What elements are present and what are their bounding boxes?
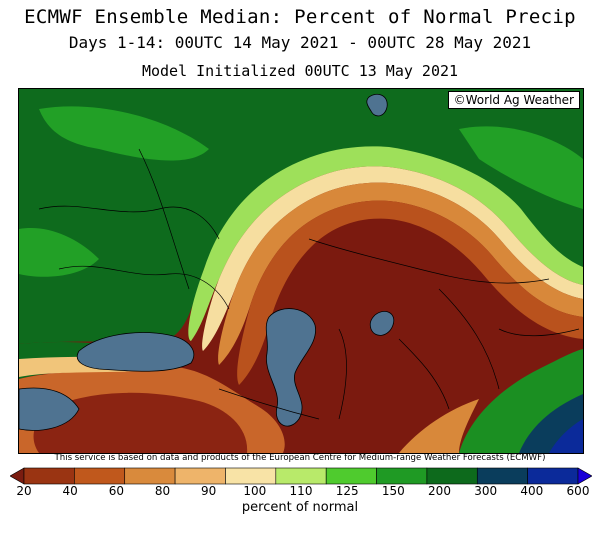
legend-tick-label: 100	[243, 484, 267, 498]
legend-tick-label: 125	[335, 484, 359, 498]
map-canvas	[19, 89, 583, 453]
mediterranean-sea	[19, 387, 80, 431]
legend-swatch	[275, 467, 327, 485]
model-init-time: Model Initialized 00UTC 13 May 2021	[141, 62, 459, 80]
legend-swatch	[225, 467, 277, 485]
aral-sea	[369, 311, 395, 336]
legend-swatch	[10, 467, 25, 485]
legend-swatch	[527, 467, 579, 485]
data-source-disclaimer: This service is based on data and produc…	[54, 453, 546, 463]
legend-swatch	[376, 467, 428, 485]
legend-tick-label: 400	[520, 484, 544, 498]
legend-tick-label: 600	[566, 484, 590, 498]
band-80-90	[218, 182, 583, 365]
legend-tick-label: 150	[381, 484, 405, 498]
legend-swatch	[74, 467, 126, 485]
legend-swatch	[476, 467, 528, 485]
green-patch-1	[39, 106, 209, 161]
legend-tick-labels: 20 40 60 80 90 100 110 125 150 200 300 400 600	[0, 484, 600, 502]
country-borders	[38, 148, 580, 420]
legend-swatch	[325, 467, 377, 485]
legend-swatch	[124, 467, 176, 485]
legend-tick-label: 90	[201, 484, 217, 498]
copyright-watermark: ©World Ag Weather	[447, 91, 580, 109]
caspian-sea	[265, 308, 316, 427]
transition-light-green	[188, 146, 583, 341]
legend-swatch	[577, 467, 592, 485]
legend-swatch	[174, 467, 226, 485]
legend-tick-label: 40	[62, 484, 78, 498]
map-title: ECMWF Ensemble Median: Percent of Normal…	[24, 6, 576, 28]
legend-swatch	[23, 467, 75, 485]
green-patch-3	[19, 228, 99, 277]
legend-tick-label: 300	[474, 484, 498, 498]
color-legend-bar	[10, 467, 592, 485]
legend-tick-label: 80	[154, 484, 171, 498]
legend-tick-label: 60	[108, 484, 124, 498]
band-100-110	[202, 166, 583, 351]
precip-map: ©World Ag Weather	[18, 88, 584, 454]
legend-tick-label: 20	[16, 484, 32, 498]
legend-swatch	[426, 467, 478, 485]
forecast-period: Days 1-14: 00UTC 14 May 2021 - 00UTC 28 …	[68, 33, 532, 52]
green-patch-2	[459, 126, 583, 209]
legend-tick-label: 200	[428, 484, 451, 498]
legend-units-label: percent of normal	[241, 500, 359, 515]
black-sea	[76, 332, 195, 372]
south-belt-dry	[33, 392, 248, 453]
sw-asia-orange	[399, 399, 479, 453]
white-sea	[366, 93, 388, 117]
band-60-80	[237, 200, 583, 385]
legend-tick-label: 110	[289, 484, 313, 498]
extreme-wet-southeast	[549, 419, 583, 453]
